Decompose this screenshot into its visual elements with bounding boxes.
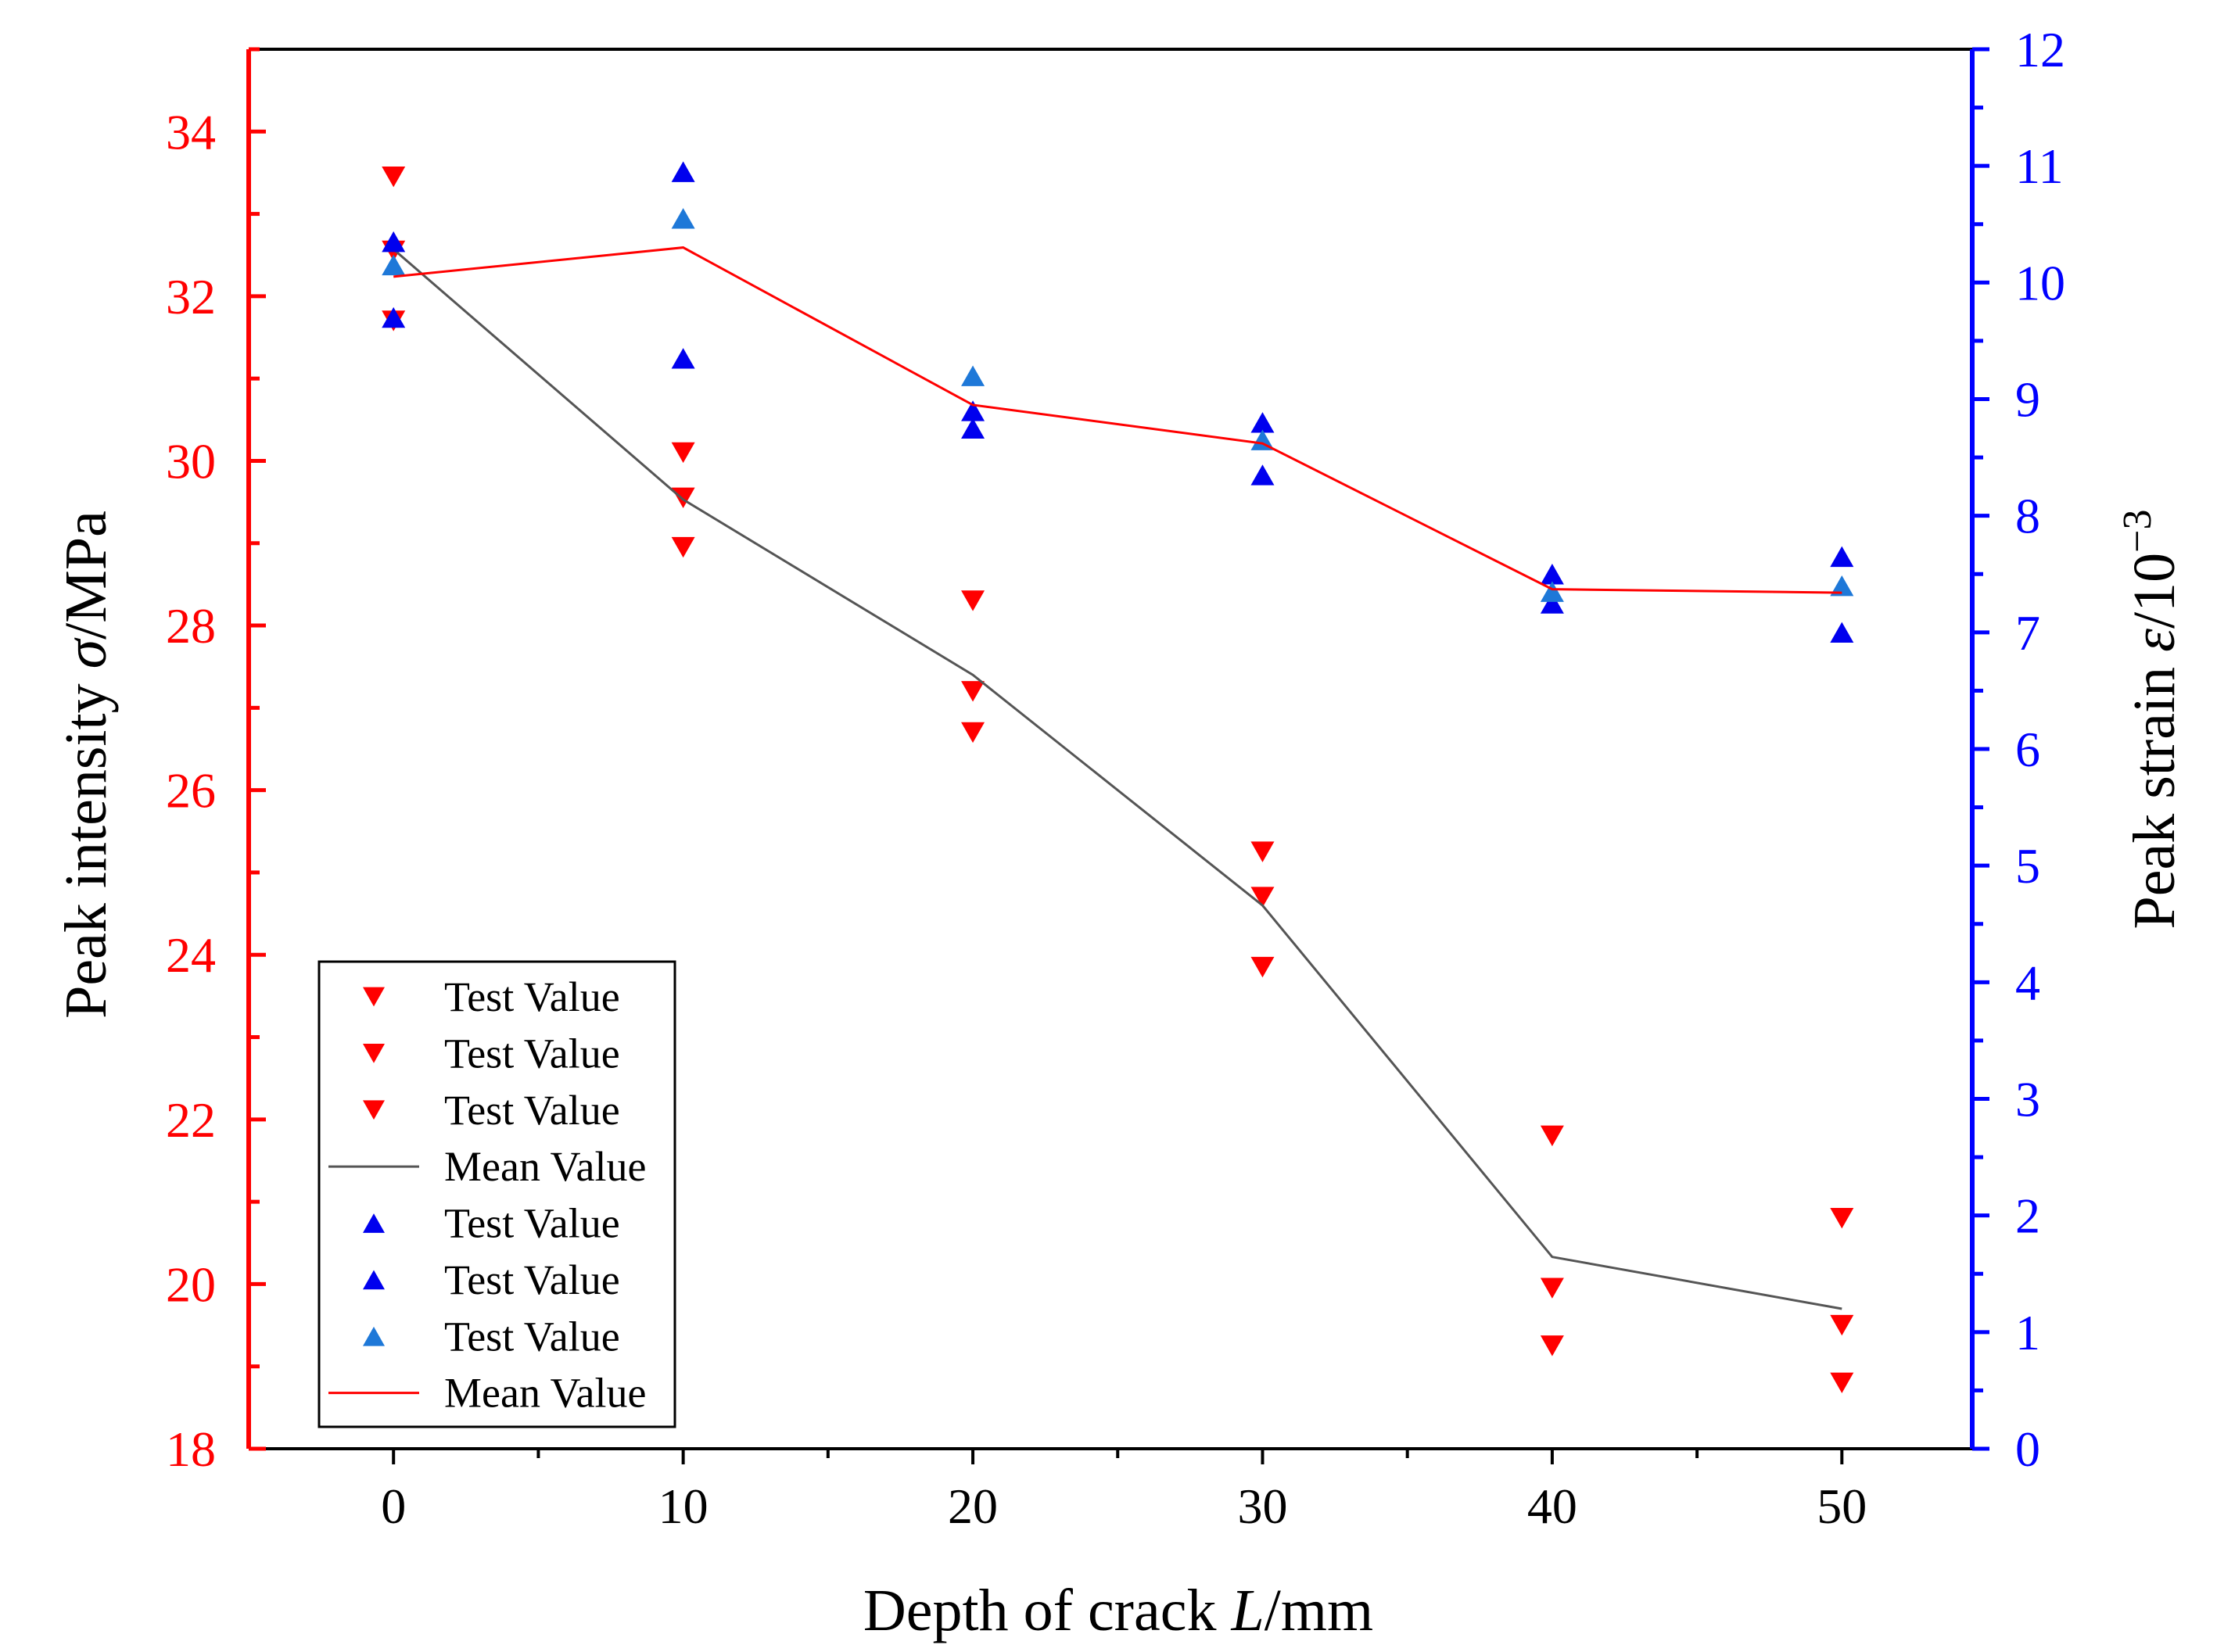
strength-point-s1-x30: [1250, 841, 1275, 862]
strain-point-s7-x40: [1540, 581, 1564, 602]
legend-label: Mean Value: [444, 1143, 646, 1190]
strength-point-s1-x0: [382, 167, 406, 188]
y-right-tick-label: 0: [2015, 1421, 2040, 1477]
y-left-tick-label: 30: [166, 433, 216, 489]
strength-point-s2-x10: [671, 487, 695, 509]
y-right-tick-label: 12: [2015, 22, 2065, 77]
strength-point-s3-x30: [1250, 956, 1275, 978]
strength-point-s1-x20: [961, 590, 985, 611]
y-right-tick-label: 2: [2015, 1188, 2040, 1244]
legend-label: Test Value: [444, 973, 620, 1020]
y-left-tick-label: 18: [166, 1421, 216, 1477]
y-right-tick-label: 5: [2015, 838, 2040, 894]
y-right-tick-label: 8: [2015, 489, 2040, 544]
strength-point-s1-x40: [1540, 1125, 1564, 1147]
strain-point-s7-x20: [961, 365, 985, 386]
strain-point-s5-x0: [382, 231, 406, 253]
strain-point-s7-x0: [382, 254, 406, 276]
legend-marker: [363, 1270, 385, 1290]
legend-marker: [363, 1326, 385, 1346]
y-right-tick-label: 4: [2015, 955, 2040, 1010]
legend-label: Test Value: [444, 1200, 620, 1247]
x-tick-label: 50: [1817, 1478, 1867, 1534]
y-right-tick-label: 9: [2015, 372, 2040, 428]
strain-point-s7-x50: [1830, 575, 1854, 597]
y-right-tick-label: 11: [2015, 138, 2064, 194]
legend-label: Mean Value: [444, 1370, 646, 1417]
x-tick-label: 20: [948, 1478, 998, 1534]
y-left-tick-label: 34: [166, 104, 216, 159]
legend-label: Test Value: [444, 1030, 620, 1077]
legend-label: Test Value: [444, 1256, 620, 1303]
series-layer: [382, 161, 1854, 1393]
strain-point-s7-x10: [671, 208, 695, 229]
x-tick-label: 0: [381, 1478, 406, 1534]
y-left-tick-label: 26: [166, 763, 216, 819]
strength-point-s3-x40: [1540, 1335, 1564, 1356]
legend-label: Test Value: [444, 1087, 620, 1134]
y-left-tick-label: 32: [166, 269, 216, 324]
strength-point-s3-x50: [1830, 1372, 1854, 1393]
y-right-tick-label: 7: [2015, 605, 2040, 661]
strain-point-s6-x30: [1250, 464, 1275, 486]
legend-box: [317, 960, 676, 1428]
strength-point-s2-x40: [1540, 1278, 1564, 1299]
mean-line-left: [393, 248, 1842, 1310]
legend-marker: [363, 987, 385, 1007]
strain-point-s6-x50: [1830, 622, 1854, 643]
y-left-tick-label: 24: [166, 927, 216, 983]
x-axis-title: Depth of crack L/mm: [863, 1578, 1373, 1643]
strength-point-s2-x30: [1250, 887, 1275, 908]
y-right-tick-label: 1: [2015, 1305, 2040, 1360]
axes-layer: 0 10 20 30 40 5018202224262830323401234567891…: [166, 22, 2065, 1534]
y-right-tick-label: 6: [2015, 722, 2040, 777]
strain-point-s6-x40: [1540, 593, 1564, 614]
strain-point-s5-x30: [1250, 412, 1275, 433]
y-left-tick-label: 28: [166, 598, 216, 654]
y-left-tick-label: 20: [166, 1256, 216, 1312]
strength-point-s2-x20: [961, 681, 985, 702]
strain-point-s5-x10: [671, 161, 695, 182]
strength-point-s1-x50: [1830, 1207, 1854, 1229]
x-tick-label: 40: [1527, 1478, 1577, 1534]
strain-point-s6-x10: [671, 348, 695, 369]
strain-point-s5-x20: [961, 400, 985, 421]
y-right-tick-label: 3: [2015, 1072, 2040, 1127]
strength-point-s2-x50: [1830, 1314, 1854, 1336]
strain-point-s6-x0: [382, 306, 406, 328]
y-right-tick-label: 10: [2015, 255, 2065, 310]
legend-marker: [363, 1100, 385, 1120]
x-tick-label: 30: [1237, 1478, 1287, 1534]
y-left-tick-label: 22: [166, 1092, 216, 1148]
y-right-axis-title: Peak strain ε/10−3: [2115, 510, 2187, 930]
legend-label: Test Value: [444, 1313, 620, 1360]
legend: Test Value Test Value Test Value Mean Value…: [317, 960, 676, 1428]
strain-point-s6-x20: [961, 417, 985, 439]
strain-point-s5-x40: [1540, 564, 1564, 585]
strength-point-s1-x10: [671, 442, 695, 464]
strength-point-s3-x20: [961, 722, 985, 744]
legend-marker: [363, 1213, 385, 1233]
mean-line-right: [393, 246, 1842, 594]
x-tick-label: 10: [658, 1478, 709, 1534]
legend-marker: [363, 1044, 385, 1063]
y-left-axis-title: Peak intensity σ/MPa: [53, 511, 119, 1019]
strength-point-s3-x10: [671, 536, 695, 558]
strain-point-s5-x50: [1830, 546, 1854, 568]
